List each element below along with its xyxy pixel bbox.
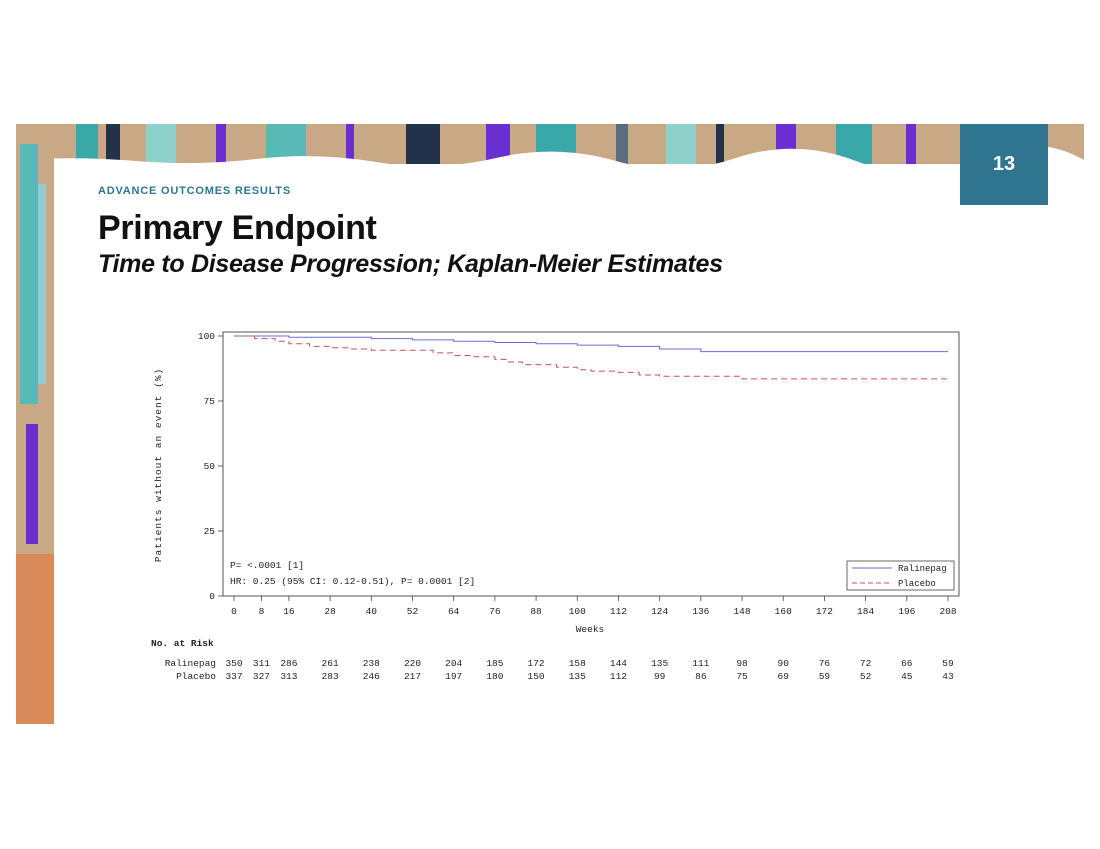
slide: 13 ADVANCE OUTCOMES RESULTS Primary Endp… xyxy=(16,124,1084,724)
risk-value-ralinepag: 158 xyxy=(569,658,586,669)
x-tick-label: 64 xyxy=(448,606,460,617)
x-tick-label: 112 xyxy=(610,606,627,617)
risk-value-placebo: 327 xyxy=(253,671,270,682)
x-tick-label: 8 xyxy=(259,606,265,617)
risk-value-placebo: 75 xyxy=(736,671,748,682)
annotation-p-value: P= <.0001 [1] xyxy=(230,560,304,571)
risk-value-ralinepag: 286 xyxy=(280,658,297,669)
risk-value-ralinepag: 204 xyxy=(445,658,462,669)
risk-value-ralinepag: 76 xyxy=(819,658,831,669)
x-axis: 0 8 16 28 40 52 64 76 88 100 112 124 136 148 160 172 184… xyxy=(231,596,957,617)
risk-value-placebo: 45 xyxy=(901,671,913,682)
x-tick-label: 208 xyxy=(939,606,956,617)
risk-value-ralinepag: 98 xyxy=(736,658,748,669)
risk-value-ralinepag: 350 xyxy=(225,658,242,669)
risk-value-placebo: 337 xyxy=(225,671,242,682)
y-axis: 0 25 50 75 100 xyxy=(198,331,223,602)
risk-value-ralinepag: 238 xyxy=(363,658,380,669)
risk-value-placebo: 99 xyxy=(654,671,666,682)
x-tick-label: 184 xyxy=(857,606,874,617)
risk-value-placebo: 283 xyxy=(322,671,339,682)
page-subtitle: Time to Disease Progression; Kaplan-Meie… xyxy=(98,250,723,278)
plot-frame xyxy=(222,331,960,597)
y-tick-label: 100 xyxy=(198,331,215,342)
plot-area-border xyxy=(222,331,960,597)
risk-value-ralinepag: 311 xyxy=(253,658,270,669)
risk-value-placebo: 135 xyxy=(569,671,586,682)
risk-value-placebo: 52 xyxy=(860,671,872,682)
series-line-placebo xyxy=(234,335,948,380)
y-tick-label: 0 xyxy=(209,591,215,602)
x-tick-label: 76 xyxy=(489,606,501,617)
risk-row-label-placebo: Placebo xyxy=(176,671,216,682)
section-eyebrow: ADVANCE OUTCOMES RESULTS xyxy=(98,185,291,197)
x-tick-label: 0 xyxy=(231,606,237,617)
risk-value-ralinepag: 261 xyxy=(322,658,339,669)
y-tick-label: 50 xyxy=(204,461,216,472)
x-tick-label: 196 xyxy=(898,606,915,617)
risk-value-ralinepag: 72 xyxy=(860,658,872,669)
x-tick-label: 136 xyxy=(692,606,709,617)
risk-value-placebo: 217 xyxy=(404,671,421,682)
risk-table-header: No. at Risk xyxy=(151,638,214,649)
risk-value-placebo: 197 xyxy=(445,671,462,682)
x-tick-label: 40 xyxy=(366,606,378,617)
annotation-hazard-ratio: HR: 0.25 (95% CI: 0.12-0.51), P= 0.0001 … xyxy=(230,576,475,587)
decorative-banner xyxy=(16,124,1084,164)
risk-value-ralinepag: 66 xyxy=(901,658,913,669)
series-layer xyxy=(234,335,948,380)
y-axis-label: Patients without an event (%) xyxy=(153,368,164,562)
risk-row-label-ralinepag: Ralinepag xyxy=(165,658,216,669)
risk-value-placebo: 86 xyxy=(695,671,707,682)
risk-value-ralinepag: 144 xyxy=(610,658,627,669)
legend-box xyxy=(846,560,955,591)
risk-value-ralinepag: 90 xyxy=(778,658,790,669)
x-tick-label: 100 xyxy=(569,606,586,617)
risk-value-placebo: 150 xyxy=(528,671,545,682)
x-tick-label: 124 xyxy=(651,606,668,617)
risk-value-placebo: 180 xyxy=(486,671,503,682)
risk-table-values: 350 311 286 261 238 220 204 185 172 158 144 135 111 9… xyxy=(225,658,954,682)
risk-value-ralinepag: 59 xyxy=(942,658,954,669)
x-tick-label: 52 xyxy=(407,606,419,617)
legend: Ralinepag Placebo xyxy=(846,560,955,591)
decorative-left-strip xyxy=(16,124,54,724)
risk-value-ralinepag: 185 xyxy=(486,658,503,669)
risk-value-ralinepag: 111 xyxy=(692,658,709,669)
risk-value-ralinepag: 220 xyxy=(404,658,421,669)
y-tick-label: 25 xyxy=(204,526,216,537)
risk-value-ralinepag: 172 xyxy=(528,658,545,669)
page-title: Primary Endpoint xyxy=(98,209,377,247)
y-tick-label: 75 xyxy=(204,396,216,407)
legend-label-placebo: Placebo xyxy=(898,579,936,589)
page-number-badge: 13 xyxy=(960,124,1048,205)
risk-value-ralinepag: 135 xyxy=(651,658,668,669)
risk-value-placebo: 246 xyxy=(363,671,380,682)
x-tick-label: 28 xyxy=(324,606,336,617)
x-tick-label: 160 xyxy=(775,606,792,617)
risk-value-placebo: 112 xyxy=(610,671,627,682)
x-tick-label: 16 xyxy=(283,606,295,617)
risk-value-placebo: 313 xyxy=(280,671,297,682)
x-tick-label: 172 xyxy=(816,606,833,617)
x-tick-label: 148 xyxy=(733,606,750,617)
x-axis-label: Weeks xyxy=(576,624,605,635)
series-line-ralinepag xyxy=(234,335,948,353)
risk-value-placebo: 69 xyxy=(778,671,790,682)
legend-label-ralinepag: Ralinepag xyxy=(898,564,947,574)
risk-value-placebo: 43 xyxy=(942,671,954,682)
x-tick-label: 88 xyxy=(530,606,542,617)
risk-value-placebo: 59 xyxy=(819,671,831,682)
